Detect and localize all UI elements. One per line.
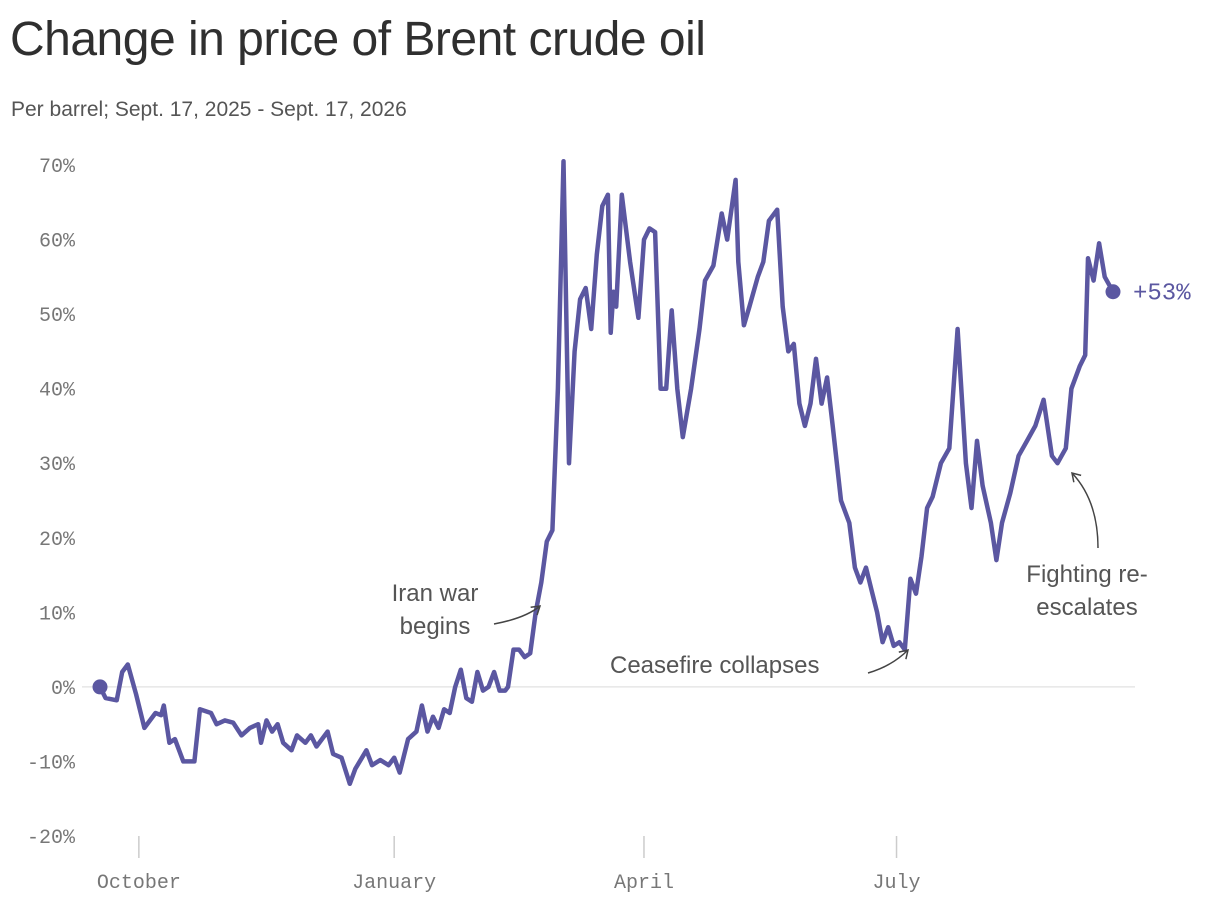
annotation-text: Iran war (392, 580, 479, 607)
y-tick-label: 60% (39, 231, 76, 254)
x-tick-label: July (873, 872, 921, 895)
annotation-arrow (1071, 471, 1099, 549)
annotation-arrow (493, 605, 542, 625)
y-tick-label: 70% (39, 156, 76, 179)
chart-title: Change in price of Brent crude oil (10, 13, 706, 66)
annotation-text: Fighting re- (1026, 561, 1147, 588)
annotations: Iran war begins Ceasefire collapses Fightin… (392, 471, 1148, 679)
end-point-marker (1105, 284, 1121, 300)
y-tick-label: 20% (39, 529, 76, 552)
annotation: Fighting re-escalates (1026, 471, 1148, 621)
x-axis: October January April July (97, 836, 921, 895)
annotation: Iran war begins (392, 580, 542, 640)
chart-subtitle: Per barrel; Sept. 17, 2025 - Sept. 17, 2… (11, 98, 407, 121)
x-tick-label: April (614, 872, 674, 895)
annotation-text: escalates (1036, 594, 1137, 621)
y-tick-label: 10% (39, 603, 76, 626)
y-tick-label: -10% (27, 752, 76, 775)
y-tick-label: 50% (39, 305, 76, 328)
y-tick-label: 30% (39, 454, 76, 477)
x-tick-label: October (97, 872, 181, 895)
end-value-label: +53% (1133, 281, 1191, 308)
start-point-marker (92, 679, 108, 695)
x-tick-label: January (352, 872, 436, 895)
annotation-text: begins (400, 613, 471, 640)
y-tick-label: 40% (39, 380, 76, 403)
y-tick-label: -20% (27, 827, 76, 850)
y-tick-label: 0% (51, 678, 76, 701)
annotation-text: Ceasefire collapses (610, 652, 819, 679)
annotation-arrow (867, 648, 910, 674)
y-axis: -20% -10% 0% 10% 20% 30% 40% 50% 60% 70% (27, 156, 76, 850)
price-change-line (97, 159, 1116, 787)
annotation: Ceasefire collapses (610, 648, 910, 679)
